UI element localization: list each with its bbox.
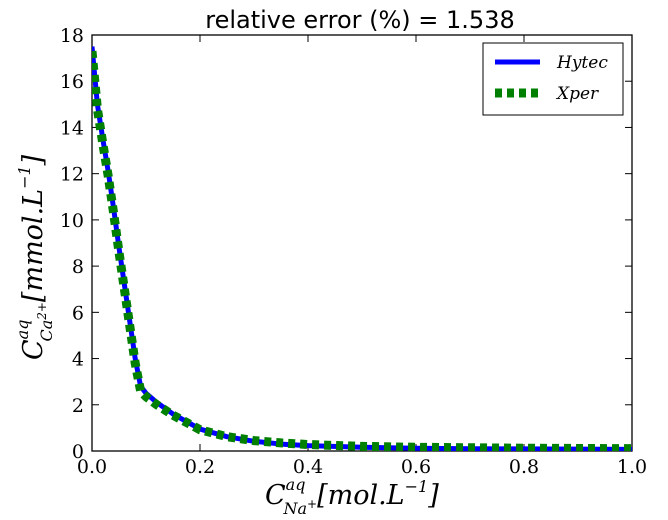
y-tick-label: 10 [60,210,84,232]
x-tick-label: 0.4 [293,456,323,478]
y-tick-label: 2 [72,395,84,417]
chart-title: relative error (%) = 1.538 [205,6,515,34]
y-tick-label: 14 [60,117,84,139]
y-tick-label: 8 [72,256,84,278]
legend: Hytec Xper [482,42,624,116]
legend-box [482,42,624,116]
y-tick-label: 12 [60,164,84,186]
x-tick-label: 0.2 [185,456,215,478]
plot-frame [91,34,633,452]
y-tick-label: 18 [60,25,84,47]
x-tick-label: 0.0 [77,456,107,478]
y-tick-label: 4 [72,349,84,371]
legend-label-xper: Xper [555,84,599,104]
x-tick-label: 1.0 [617,456,647,478]
y-tick-label: 0 [72,441,84,463]
y-tick-label: 16 [60,71,84,93]
legend-label-hytec: Hytec [556,53,608,73]
y-axis-label: Caq Ca2+[mmol.L−1] [13,154,56,360]
x-axis-label: Caq Na+[mol.L−1] [265,475,439,518]
series-group [92,46,632,451]
y-tick-label: 6 [72,302,84,324]
y-axis-ticks: 0 2 4 6 8 10 12 14 16 18 [60,25,632,463]
x-tick-label: 0.6 [401,456,431,478]
series-line-xper [92,50,632,451]
x-tick-label: 0.8 [509,456,539,478]
